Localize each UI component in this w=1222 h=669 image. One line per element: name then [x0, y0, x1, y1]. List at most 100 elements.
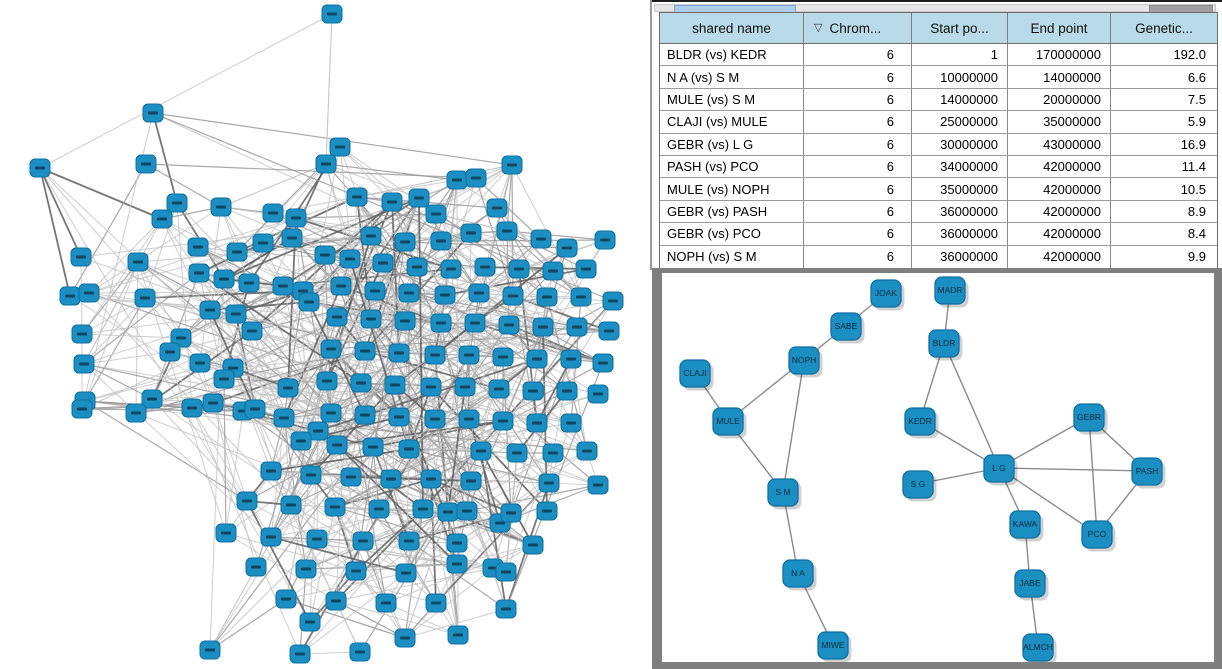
overview-node[interactable] — [238, 273, 260, 293]
overview-node[interactable] — [492, 411, 514, 431]
overview-node[interactable] — [325, 591, 347, 611]
table-cell-genetic[interactable]: 16.9 — [1180, 136, 1206, 152]
overview-node[interactable] — [454, 377, 476, 397]
overview-node[interactable] — [306, 529, 328, 549]
overview-node[interactable] — [151, 209, 173, 229]
table-cell-start[interactable]: 36000000 — [912, 200, 1008, 223]
overview-node[interactable] — [272, 276, 294, 296]
overview-node[interactable] — [277, 378, 299, 398]
overview-node[interactable] — [587, 384, 609, 404]
table-cell-name[interactable]: PASH (vs) PCO — [660, 155, 804, 178]
table-cell-name[interactable]: NOPH (vs) S M — [660, 245, 804, 268]
overview-node[interactable] — [73, 354, 95, 374]
overview-node[interactable] — [460, 223, 482, 243]
overview-node[interactable] — [199, 300, 221, 320]
overview-node[interactable] — [202, 393, 224, 413]
overview-node[interactable] — [446, 533, 468, 553]
overview-node[interactable] — [300, 465, 322, 485]
table-cell-end[interactable]: 20000000 — [1008, 88, 1111, 111]
overview-node[interactable] — [364, 281, 386, 301]
table-cell-start[interactable]: 36000000 — [912, 245, 1008, 268]
overview-node[interactable] — [244, 399, 266, 419]
overview-node[interactable] — [536, 287, 558, 307]
table-cell-genetic[interactable]: 7.5 — [1187, 91, 1206, 107]
overview-node[interactable] — [492, 347, 514, 367]
overview-node[interactable] — [225, 304, 247, 324]
detail-node-s-m[interactable]: S M — [767, 478, 802, 510]
table-cell-name[interactable]: N A (vs) S M — [660, 66, 804, 88]
overview-node[interactable] — [384, 375, 406, 395]
column-header-end-point[interactable]: End point — [1008, 13, 1111, 43]
table-row[interactable]: PASH (vs) PCO 6 34000000 42000000 11.4 — [660, 155, 1217, 179]
overview-node[interactable] — [526, 349, 548, 369]
overview-node[interactable] — [542, 443, 564, 463]
overview-node[interactable] — [508, 259, 530, 279]
overview-node[interactable] — [78, 283, 100, 303]
overview-node[interactable] — [522, 535, 544, 555]
table-cell-chrom[interactable]: 6 — [804, 44, 912, 66]
overview-node[interactable] — [289, 644, 311, 664]
overview-node[interactable] — [349, 642, 371, 662]
overview-node[interactable] — [236, 491, 258, 511]
overview-node[interactable] — [526, 413, 548, 433]
overview-node[interactable] — [495, 562, 517, 582]
table-cell-genetic[interactable]: 10.5 — [1180, 181, 1206, 197]
overview-node[interactable] — [408, 188, 430, 208]
overview-node[interactable] — [298, 292, 320, 312]
detail-node-kawa[interactable]: KAWA — [1009, 510, 1044, 542]
overview-node[interactable] — [166, 193, 188, 213]
overview-node[interactable] — [141, 389, 163, 409]
overview-node[interactable] — [226, 242, 248, 262]
table-cell-start[interactable]: 25000000 — [912, 111, 1008, 133]
overview-node[interactable] — [576, 441, 598, 461]
overview-node[interactable] — [326, 435, 348, 455]
table-row[interactable]: BLDR (vs) KEDR 6 1 170000000 192.0 — [660, 44, 1217, 67]
overview-node[interactable] — [188, 263, 210, 283]
detail-node-mule[interactable]: MULE — [712, 407, 747, 439]
overview-node[interactable] — [354, 405, 376, 425]
overview-node[interactable] — [425, 204, 447, 224]
overview-node[interactable] — [560, 413, 582, 433]
overview-node[interactable] — [501, 155, 523, 175]
detail-node-madr[interactable]: MADR — [934, 276, 969, 308]
overview-node[interactable] — [170, 328, 192, 348]
detail-node-n-a[interactable]: N A — [782, 559, 817, 591]
table-cell-chrom[interactable]: 6 — [804, 223, 912, 245]
overview-node[interactable] — [542, 261, 564, 281]
overview-node[interactable] — [575, 259, 597, 279]
overview-node[interactable] — [326, 307, 348, 327]
overview-node[interactable] — [440, 259, 462, 279]
overview-node[interactable] — [395, 563, 417, 583]
overview-node[interactable] — [59, 286, 81, 306]
overview-node[interactable] — [125, 403, 147, 423]
overview-node[interactable] — [352, 531, 374, 551]
overview-node[interactable] — [29, 158, 51, 178]
overview-node[interactable] — [495, 599, 517, 619]
table-cell-end[interactable]: 14000000 — [1008, 66, 1111, 88]
overview-network-canvas[interactable] — [0, 0, 650, 669]
overview-node[interactable] — [496, 221, 518, 241]
overview-node[interactable] — [262, 203, 284, 223]
overview-node[interactable] — [316, 371, 338, 391]
overview-node[interactable] — [446, 554, 468, 574]
overview-node[interactable] — [470, 441, 492, 461]
overview-node[interactable] — [346, 187, 368, 207]
detail-node-kedr[interactable]: KEDR — [904, 407, 939, 439]
column-header-start-point[interactable]: Start po... — [912, 13, 1008, 43]
overview-node[interactable] — [464, 313, 486, 333]
overview-node[interactable] — [135, 154, 157, 174]
overview-node[interactable] — [329, 137, 351, 157]
overview-node[interactable] — [315, 154, 337, 174]
table-cell-genetic[interactable]: 6.6 — [1187, 69, 1206, 85]
overview-node[interactable] — [320, 339, 342, 359]
overview-node[interactable] — [488, 379, 510, 399]
overview-node[interactable] — [598, 321, 620, 341]
overview-node[interactable] — [215, 523, 237, 543]
detail-node-pco[interactable]: PCO — [1081, 520, 1116, 552]
overview-node[interactable] — [594, 230, 616, 250]
overview-node[interactable] — [252, 233, 274, 253]
overview-node[interactable] — [458, 345, 480, 365]
table-row[interactable]: MULE (vs) NOPH 6 35000000 42000000 10.5 — [660, 178, 1217, 201]
overview-node[interactable] — [245, 557, 267, 577]
table-cell-chrom[interactable]: 6 — [804, 88, 912, 111]
